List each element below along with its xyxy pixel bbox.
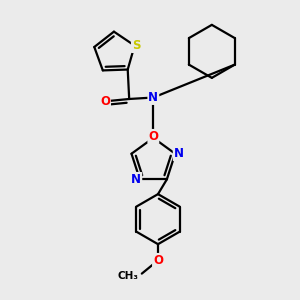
Text: CH₃: CH₃ xyxy=(117,271,138,281)
Text: S: S xyxy=(132,39,140,52)
Text: N: N xyxy=(131,173,141,186)
Text: N: N xyxy=(148,91,158,104)
Text: O: O xyxy=(153,254,163,267)
Text: O: O xyxy=(100,95,110,108)
Text: N: N xyxy=(174,147,184,160)
Text: O: O xyxy=(148,130,158,143)
